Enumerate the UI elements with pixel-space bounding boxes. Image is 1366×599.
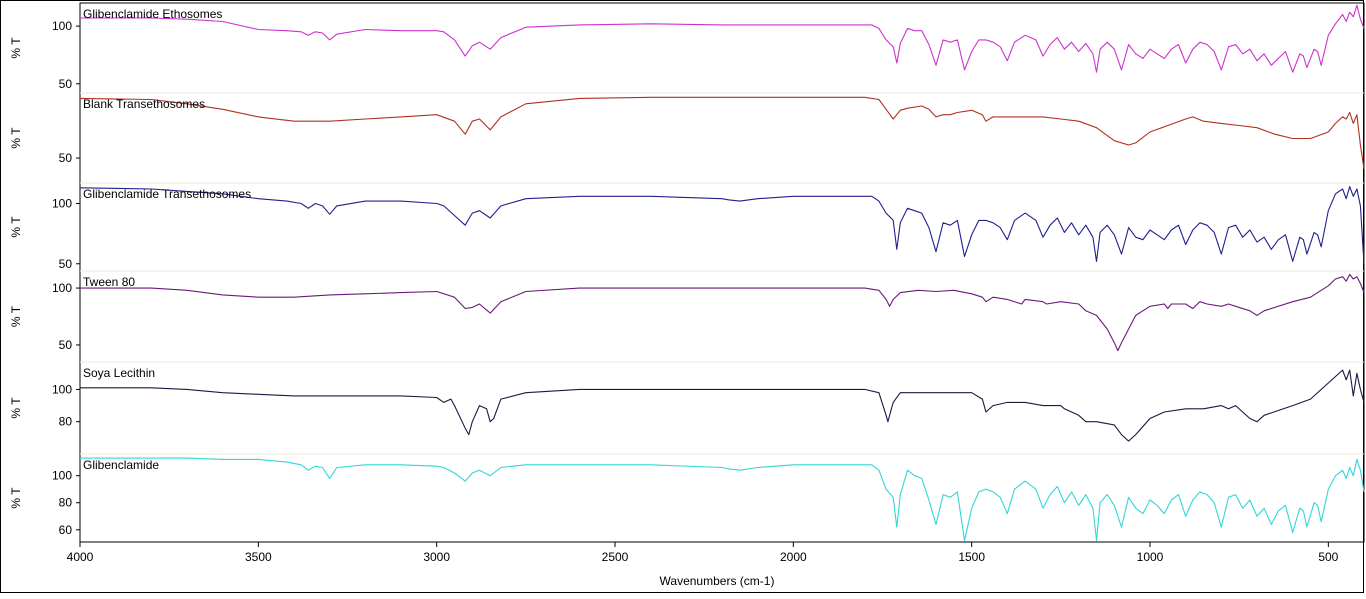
x-tick-label: 2000	[780, 550, 807, 564]
panel-6-series-label: Glibenclamide	[83, 458, 159, 472]
panel-2-spectrum-line	[79, 96, 1365, 169]
x-tick-label: 1500	[958, 550, 985, 564]
panel-6-y-tick-label: 100	[52, 469, 72, 483]
panel-6-y-axis-label: % T	[9, 487, 23, 509]
panel-4-spectrum-line	[80, 273, 1365, 352]
panel-3-spectrum-line	[79, 186, 1365, 264]
panel-2-y-axis-label: % T	[9, 127, 23, 149]
plot-area-border	[79, 2, 1365, 543]
panel-1-y-axis-label: % T	[9, 37, 23, 59]
panel-6-spectrum-line	[80, 457, 1365, 542]
panel-4-y-axis-label: % T	[9, 305, 23, 327]
panel-2-series-label: Blank Transethosomes	[83, 97, 205, 111]
panel-4-y-tick-label: 100	[52, 281, 72, 295]
x-tick-label: 500	[1318, 550, 1338, 564]
panel-5-y-tick-label: 80	[59, 415, 73, 429]
panel-1-y-tick-label: 50	[59, 77, 73, 91]
panel-1-series-label: Glibenclamide Ethosomes	[83, 7, 222, 21]
panel-1-spectrum-line	[80, 4, 1365, 73]
panel-5-y-axis-label: % T	[9, 397, 23, 419]
panel-5-spectrum-line	[80, 369, 1365, 442]
x-tick-label: 2500	[602, 550, 629, 564]
panel-6-y-tick-label: 80	[59, 496, 73, 510]
panel-5-y-tick-label: 100	[52, 382, 72, 396]
panel-6-y-tick-label: 60	[59, 523, 73, 537]
panel-3-y-tick-label: 100	[52, 196, 72, 210]
panel-4-series-label: Tween 80	[83, 275, 135, 289]
x-axis-label: Wavenumbers (cm-1)	[660, 574, 775, 588]
panel-2-y-tick-label: 50	[59, 151, 73, 165]
x-tick-label: 3500	[245, 550, 272, 564]
panel-5-series-label: Soya Lecithin	[83, 366, 155, 380]
panel-1-y-tick-label: 100	[52, 19, 72, 33]
panel-3-y-axis-label: % T	[9, 216, 23, 238]
x-tick-label: 3000	[423, 550, 450, 564]
panel-4-y-tick-label: 50	[59, 338, 73, 352]
panel-3-series-label: Glibenclamide Transethosomes	[83, 187, 251, 201]
x-tick-label: 1000	[1137, 550, 1164, 564]
x-tick-label: 4000	[67, 550, 94, 564]
panel-3-y-tick-label: 50	[59, 257, 73, 271]
